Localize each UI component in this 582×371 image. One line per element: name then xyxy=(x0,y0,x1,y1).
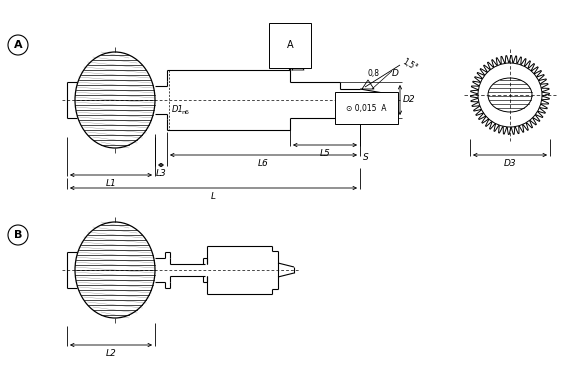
Text: S: S xyxy=(363,153,369,162)
Text: ⊙ 0,015  A: ⊙ 0,015 A xyxy=(346,104,386,112)
Text: D1: D1 xyxy=(172,105,184,115)
Text: D3: D3 xyxy=(503,159,516,168)
Text: D2: D2 xyxy=(403,95,416,105)
Text: L1: L1 xyxy=(105,179,116,188)
Text: L6: L6 xyxy=(258,159,269,168)
Text: D: D xyxy=(392,69,399,78)
Text: L: L xyxy=(211,192,216,201)
Text: L2: L2 xyxy=(105,349,116,358)
Text: A: A xyxy=(14,40,22,50)
Text: L3: L3 xyxy=(155,169,166,178)
Text: 0,8: 0,8 xyxy=(297,50,309,59)
Text: A: A xyxy=(287,40,293,50)
Text: L5: L5 xyxy=(320,149,331,158)
Text: n6: n6 xyxy=(181,111,189,115)
Text: 0,8: 0,8 xyxy=(367,69,379,78)
Text: B: B xyxy=(14,230,22,240)
Polygon shape xyxy=(285,59,295,70)
Text: 1,5°: 1,5° xyxy=(401,57,419,73)
